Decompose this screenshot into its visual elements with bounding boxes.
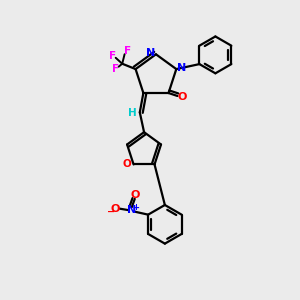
Text: O: O (111, 204, 120, 214)
Text: O: O (130, 190, 140, 200)
Text: N: N (127, 205, 136, 215)
Text: O: O (177, 92, 187, 103)
Text: +: + (132, 203, 139, 212)
Text: H: H (128, 108, 137, 118)
Text: F: F (112, 64, 119, 74)
Text: N: N (177, 63, 186, 73)
Text: O: O (123, 159, 131, 170)
Text: N: N (146, 48, 155, 58)
Text: F: F (124, 46, 131, 56)
Text: F: F (109, 51, 116, 61)
Text: −: − (107, 207, 115, 217)
